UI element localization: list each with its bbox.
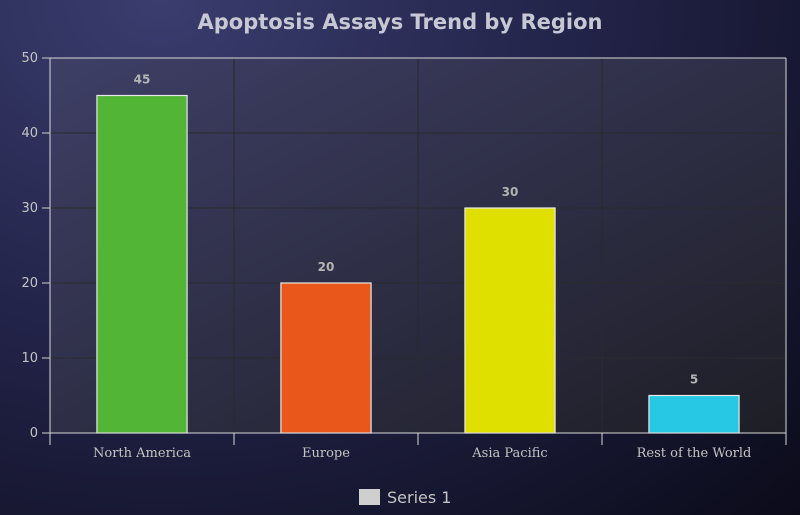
data-label: 20 [318,260,335,274]
bar-europe[interactable] [280,282,372,434]
y-tick-label: 30 [21,201,38,216]
bar-north-america[interactable] [96,94,188,434]
legend[interactable]: Series 1 [359,488,451,507]
y-tick-label: 20 [21,276,38,291]
y-tick-label: 0 [30,426,38,441]
y-tick-label: 40 [21,126,38,141]
bars [96,94,740,434]
x-tick-label: North America [93,446,191,461]
axes [42,57,787,445]
x-tick-label: Europe [302,446,350,461]
legend-swatch[interactable] [359,489,380,505]
labels: 0 10 20 30 40 50 45 North America 20 Europe 30 Asia… [21,51,751,461]
bar-asia-pacific[interactable] [464,207,556,434]
data-label: 45 [134,73,151,87]
legend-label[interactable]: Series 1 [387,488,451,507]
data-label: 30 [502,185,519,199]
x-tick-label: Asia Pacific [471,446,547,461]
x-tick-label: Rest of the World [637,446,752,461]
bar-rest-of-the-world[interactable] [648,394,740,434]
chart-title: Apoptosis Assays Trend by Region [198,10,603,34]
y-tick-label: 10 [21,351,38,366]
y-tick-label: 50 [21,51,38,66]
data-label: 5 [690,373,698,387]
